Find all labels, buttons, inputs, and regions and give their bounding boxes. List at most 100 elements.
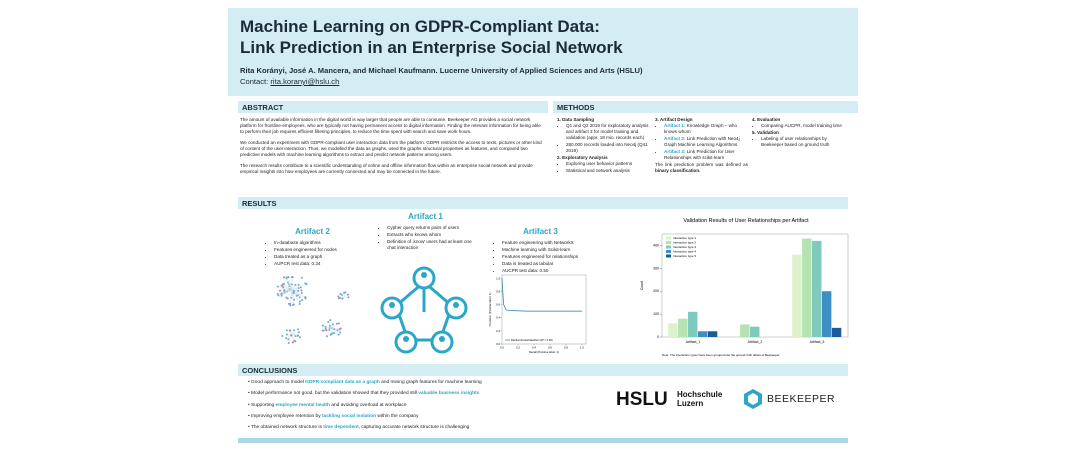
node bbox=[338, 328, 341, 331]
edge bbox=[286, 289, 293, 298]
edge bbox=[328, 321, 333, 329]
bar-chart: Validation Results of User Relationships… bbox=[640, 218, 849, 357]
logo-line: Luzern bbox=[677, 398, 704, 408]
artifact: Artifact 1 Cypher query returns pairs of … bbox=[378, 212, 473, 252]
methods-column: 1. Data SamplingQ1 and Q2 2019 for explo… bbox=[557, 117, 649, 175]
node bbox=[281, 283, 284, 286]
paragraph: The research results contribute to a sci… bbox=[240, 163, 533, 174]
node bbox=[339, 292, 342, 295]
node bbox=[304, 282, 307, 285]
conclusion-text: and avoiding overload at workplace bbox=[331, 402, 407, 408]
edge bbox=[283, 283, 293, 291]
node bbox=[289, 304, 292, 307]
edge bbox=[291, 277, 303, 291]
y-tick-label: 200 bbox=[653, 289, 659, 293]
bar bbox=[668, 323, 678, 337]
node bbox=[286, 297, 289, 300]
bar bbox=[831, 327, 842, 337]
pr-curve: 0.0 0.2 0.4 0.6 0.8 1.0 0.0 0.2 0.4 0.6 0.8 1.0 Reca… bbox=[488, 274, 587, 354]
legend-label: Interaction type 2 bbox=[673, 241, 696, 245]
node bbox=[285, 329, 288, 332]
node bbox=[295, 294, 298, 297]
bar bbox=[697, 331, 708, 337]
edge bbox=[291, 289, 294, 305]
artifact: Artifact 3 Feature engineering with Netwo… bbox=[493, 227, 588, 275]
legend-swatch bbox=[666, 254, 671, 258]
bullet: Q1 and Q2 2019 for exploratory analysis … bbox=[566, 123, 649, 141]
node bbox=[304, 297, 307, 300]
contact-label: Contact: bbox=[240, 77, 269, 86]
conclusion-text: Good approach to model bbox=[251, 380, 304, 385]
pr-line bbox=[501, 278, 582, 312]
node bbox=[283, 276, 286, 279]
node bbox=[337, 322, 340, 325]
title-line: Link Prediction in an Enterprise Social … bbox=[240, 38, 623, 57]
edge bbox=[288, 277, 293, 291]
edge bbox=[277, 286, 293, 291]
x-tick-label: 0.2 bbox=[516, 346, 520, 350]
beekeeper-logo: BEEKEEPER bbox=[767, 393, 836, 405]
bullet-list: Exploring user behavior patternsStatisti… bbox=[557, 161, 649, 174]
edge bbox=[291, 284, 299, 291]
hslu-logo-text: Hochschule Luzern bbox=[677, 390, 722, 408]
node bbox=[292, 291, 295, 294]
bullet: Data treated as a graph bbox=[274, 254, 360, 260]
node bbox=[337, 333, 340, 336]
node bbox=[297, 289, 300, 292]
header-band bbox=[228, 8, 858, 96]
bullet: Labeling of user relationships by Beekee… bbox=[761, 136, 847, 148]
node bbox=[300, 276, 303, 279]
edge bbox=[291, 332, 299, 335]
node bbox=[287, 276, 290, 279]
bar bbox=[750, 326, 760, 337]
step-title: 1. Data Sampling bbox=[557, 117, 595, 122]
note-bold: binary classification. bbox=[655, 168, 701, 173]
bar bbox=[707, 331, 718, 337]
section-heading: CONCLUSIONS bbox=[238, 364, 848, 376]
node bbox=[299, 286, 302, 289]
x-tick-label: 0.0 bbox=[500, 346, 504, 350]
x-tick-label: 1.0 bbox=[580, 346, 584, 350]
x-tick-label: Artifact_2 bbox=[748, 340, 763, 344]
node bbox=[290, 334, 293, 337]
x-tick-label: Artifact_1 bbox=[686, 340, 701, 344]
abstract: The amount of available information in t… bbox=[240, 117, 545, 180]
bullet-list: Cypher query returns pairs of usersExtra… bbox=[378, 225, 473, 251]
node bbox=[287, 341, 290, 344]
artifact: Artifact 2 In-database algorithmsFeatures… bbox=[265, 227, 360, 268]
email[interactable]: rita.koranyi@hslu.ch bbox=[270, 77, 340, 86]
plot-area bbox=[501, 274, 587, 345]
node bbox=[327, 320, 330, 323]
section-heading: RESULTS bbox=[238, 197, 848, 209]
node bbox=[280, 294, 283, 297]
edge bbox=[331, 323, 337, 329]
node bbox=[346, 293, 349, 296]
edge bbox=[291, 329, 299, 335]
bullet: AUPCR test data: 0.34 bbox=[274, 261, 360, 267]
node bbox=[321, 324, 324, 327]
node bbox=[299, 300, 302, 303]
bar bbox=[740, 324, 750, 337]
y-tick-label: 1.0 bbox=[496, 276, 500, 280]
node bbox=[339, 331, 342, 334]
title-line: Machine Learning on GDPR-Compliant Data: bbox=[240, 17, 600, 36]
legend-swatch bbox=[666, 250, 671, 253]
edge bbox=[291, 333, 296, 342]
y-tick-label: 300 bbox=[653, 266, 659, 270]
node bbox=[329, 319, 332, 322]
edge bbox=[326, 327, 333, 337]
node bbox=[331, 323, 334, 326]
highlight: time dependent bbox=[323, 425, 359, 431]
edge bbox=[325, 326, 333, 329]
node bbox=[280, 284, 283, 287]
highlight: employee mental health bbox=[275, 402, 330, 408]
section-heading: ABSTRACT bbox=[238, 101, 548, 113]
edge bbox=[286, 330, 293, 335]
node bbox=[293, 290, 296, 293]
conclusion-text: and mining graph features for machine le… bbox=[381, 380, 482, 385]
conclusions: • Good approach to model GDPR-compliant … bbox=[248, 380, 608, 436]
node bbox=[294, 340, 297, 343]
y-tick-label: 100 bbox=[653, 312, 659, 316]
bullet: Extracts who knows whom bbox=[387, 232, 473, 238]
edge bbox=[291, 289, 299, 292]
